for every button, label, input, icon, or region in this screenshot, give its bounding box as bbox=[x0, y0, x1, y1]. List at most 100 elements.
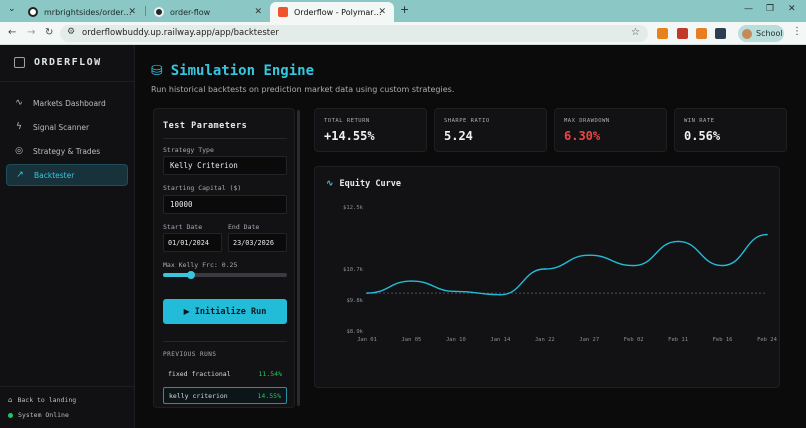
test-parameters-panel: Test Parameters Strategy Type Kelly Crit… bbox=[153, 108, 295, 408]
previous-run-item[interactable]: kelly criterion 14.55% bbox=[163, 387, 287, 404]
url-text[interactable]: orderflowbuddy.up.railway.app/app/backte… bbox=[82, 28, 279, 38]
tab-label: Orderflow - Polymarket Intellige bbox=[294, 7, 384, 17]
sidebar: ORDERFLOW ∿ Markets Dashboard ϟ Signal S… bbox=[0, 45, 135, 428]
address-bar[interactable]: ⚙ orderflowbuddy.up.railway.app/app/back… bbox=[60, 25, 648, 42]
equity-data-point bbox=[632, 264, 635, 267]
initialize-run-button[interactable]: ▶ Initialize Run bbox=[163, 299, 287, 324]
previous-run-item[interactable]: fixed fractional 11.54% bbox=[163, 365, 287, 382]
equity-data-point bbox=[366, 292, 368, 294]
max-kelly-slider-handle[interactable] bbox=[187, 271, 195, 279]
metamask-extension-icon[interactable] bbox=[657, 28, 668, 39]
y-tick-label: $8.9k bbox=[346, 329, 363, 335]
browser-tab-bar: ⌄ mrbrightsides/orderflow: A live ✕ orde… bbox=[0, 0, 806, 22]
divider bbox=[0, 81, 135, 82]
tab-label: mrbrightsides/orderflow: A live bbox=[44, 7, 132, 17]
run-button-label: Initialize Run bbox=[194, 306, 267, 317]
panel-title: Test Parameters bbox=[163, 121, 248, 131]
panel-scrollbar[interactable] bbox=[297, 110, 300, 406]
brand[interactable]: ORDERFLOW bbox=[14, 57, 102, 68]
x-tick-label: Jan 05 bbox=[402, 337, 422, 343]
run-return: 11.54% bbox=[258, 369, 282, 378]
divider bbox=[0, 386, 135, 387]
page-title: Simulation Engine bbox=[170, 63, 315, 79]
reload-icon[interactable]: ↻ bbox=[45, 27, 54, 38]
run-name: kelly criterion bbox=[169, 391, 228, 400]
address-bar-row: ← → ↻ ⚙ orderflowbuddy.up.railway.app/ap… bbox=[0, 22, 806, 45]
window-close-icon[interactable]: ✕ bbox=[788, 4, 796, 14]
stat-value: 0.56% bbox=[684, 129, 721, 143]
bookmark-star-icon[interactable]: ☆ bbox=[631, 27, 640, 38]
menu-kebab-icon[interactable]: ⋮ bbox=[792, 26, 802, 37]
forward-arrow-icon[interactable]: → bbox=[27, 27, 36, 38]
back-arrow-icon[interactable]: ← bbox=[8, 27, 17, 38]
back-label: Back to landing bbox=[17, 396, 77, 404]
sidebar-item-strategy-trades[interactable]: ◎ Strategy & Trades bbox=[6, 140, 128, 162]
run-return: 14.55% bbox=[257, 391, 281, 400]
page-header: ⛁ Simulation Engine bbox=[151, 63, 314, 79]
browser-tab-order-flow[interactable]: order-flow ✕ bbox=[146, 2, 270, 22]
profile-chip[interactable]: School bbox=[738, 25, 784, 42]
start-date-input[interactable]: 01/01/2024 bbox=[163, 233, 222, 252]
minimize-icon[interactable]: — bbox=[744, 4, 753, 14]
system-status: System Online bbox=[8, 411, 69, 419]
browser-tab-github[interactable]: mrbrightsides/orderflow: A live ✕ bbox=[20, 2, 144, 22]
strategy-type-label: Strategy Type bbox=[163, 146, 214, 154]
y-tick-label: $12.5k bbox=[343, 205, 364, 211]
avatar bbox=[742, 28, 752, 39]
previous-runs-label: PREVIOUS RUNS bbox=[163, 351, 217, 358]
orderflow-favicon-icon bbox=[278, 7, 288, 17]
sidebar-item-signal-scanner[interactable]: ϟ Signal Scanner bbox=[6, 116, 128, 138]
strategy-type-select[interactable]: Kelly Criterion bbox=[163, 156, 287, 175]
y-tick-label: $10.7k bbox=[343, 267, 364, 273]
database-icon: ⛁ bbox=[151, 63, 163, 79]
browser-tab-orderflow[interactable]: Orderflow - Polymarket Intellige ✕ bbox=[270, 2, 394, 22]
stat-card-max-drawdown: MAX DRAWDOWN 6.30% bbox=[554, 108, 667, 152]
stat-label: WIN RATE bbox=[684, 118, 715, 124]
y-tick-label: $9.8k bbox=[346, 298, 363, 304]
equity-data-point bbox=[455, 290, 457, 293]
stat-value: 6.30% bbox=[564, 129, 601, 143]
sidebar-item-markets-dashboard[interactable]: ∿ Markets Dashboard bbox=[6, 92, 128, 114]
zap-icon: ϟ bbox=[16, 122, 22, 132]
chart-title: Equity Curve bbox=[339, 179, 401, 189]
stat-value: +14.55% bbox=[324, 129, 375, 143]
page-subtitle: Run historical backtests on prediction m… bbox=[151, 85, 455, 94]
equity-curve-chart: $12.5k $10.7k $9.8k $8.9k Jan 01 Jan 05 Jan 10… bbox=[343, 205, 778, 343]
back-to-landing-link[interactable]: ⌂ Back to landing bbox=[8, 396, 76, 404]
equity-data-point bbox=[588, 254, 591, 257]
equity-data-point bbox=[499, 294, 502, 296]
close-icon[interactable]: ✕ bbox=[128, 7, 136, 17]
sidebar-item-backtester[interactable]: ↗ Backtester bbox=[6, 164, 128, 186]
starting-capital-input[interactable]: 10000 bbox=[163, 195, 287, 214]
new-tab-button[interactable]: + bbox=[400, 3, 410, 16]
max-kelly-slider-track[interactable] bbox=[163, 273, 287, 277]
close-icon[interactable]: ✕ bbox=[378, 7, 386, 17]
x-tick-label: Feb 11 bbox=[668, 337, 688, 343]
sidebar-item-label: Strategy & Trades bbox=[33, 146, 101, 156]
site-info-icon[interactable]: ⚙ bbox=[67, 27, 76, 37]
max-kelly-slider-fill bbox=[163, 273, 191, 277]
stat-card-total-return: TOTAL RETURN +14.55% bbox=[314, 108, 427, 152]
extension-icon[interactable] bbox=[677, 28, 688, 39]
brand-name: ORDERFLOW bbox=[34, 57, 102, 68]
equity-data-point bbox=[410, 280, 413, 282]
x-tick-label: Feb 24 bbox=[757, 337, 778, 343]
close-icon[interactable]: ✕ bbox=[254, 7, 262, 17]
sidebar-item-label: Backtester bbox=[34, 170, 75, 180]
target-icon: ◎ bbox=[15, 146, 23, 156]
status-dot-icon bbox=[8, 412, 13, 418]
sidebar-item-label: Signal Scanner bbox=[33, 122, 90, 132]
x-tick-label: Jan 10 bbox=[446, 337, 466, 343]
extension-icon[interactable] bbox=[696, 28, 707, 39]
restore-icon[interactable]: ❐ bbox=[766, 4, 775, 14]
logo-icon bbox=[14, 57, 25, 68]
home-icon: ⌂ bbox=[8, 396, 13, 404]
line-chart-icon: ↗ bbox=[16, 170, 24, 180]
tab-search-icon[interactable]: ⌄ bbox=[8, 4, 16, 14]
play-icon: ▶ bbox=[183, 307, 190, 316]
puzzle-extensions-icon[interactable] bbox=[715, 28, 726, 39]
activity-icon: ∿ bbox=[326, 179, 334, 189]
equity-curve-card: ∿ Equity Curve $12.5k $10.7k $9.8k $8.9k Jan… bbox=[314, 166, 780, 388]
equity-data-point bbox=[677, 240, 679, 243]
end-date-input[interactable]: 23/03/2026 bbox=[228, 233, 287, 252]
